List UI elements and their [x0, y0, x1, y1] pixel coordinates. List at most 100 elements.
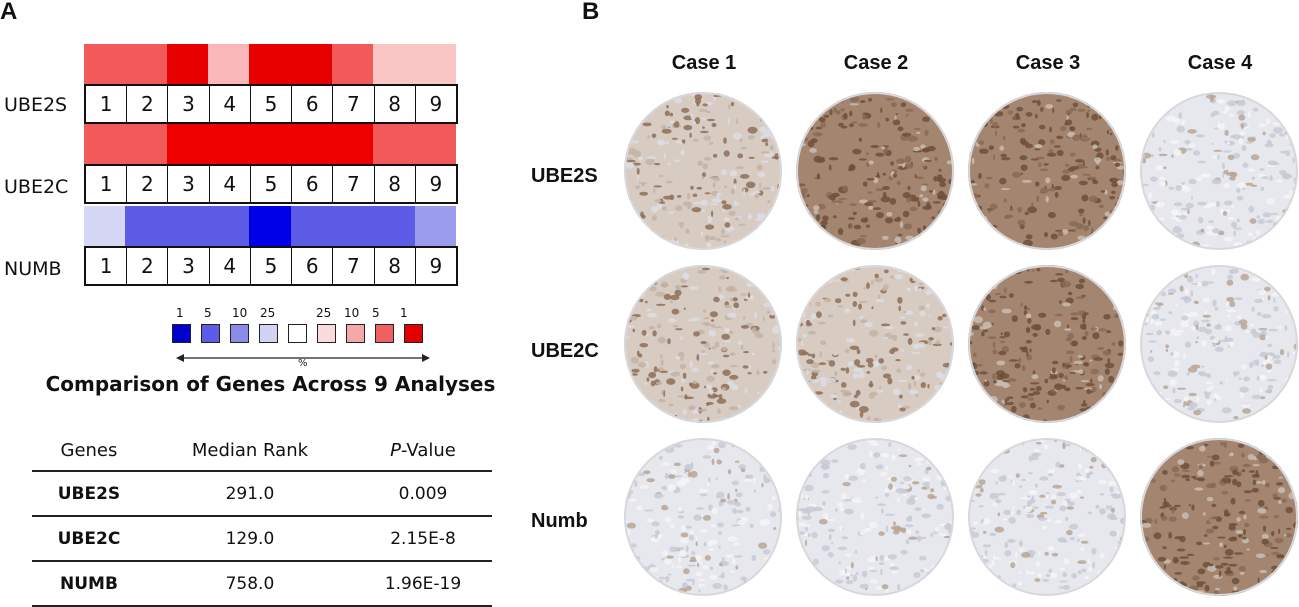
analysis-number-cell: 6 — [292, 166, 334, 202]
row-label-ube2s: UBE2S — [531, 165, 598, 187]
heatmap-cell-ube2s-7 — [331, 44, 374, 84]
header-genes: Genes — [32, 430, 146, 472]
heatmap-row-ube2c — [84, 124, 456, 164]
table-header-row: Genes Median Rank P-Value — [32, 430, 492, 472]
analysis-number-cell: 9 — [429, 254, 443, 278]
analysis-number-cell: 8 — [375, 248, 416, 284]
cell-median-rank: 129.0 — [145, 516, 354, 562]
case-label-2: Case 2 — [843, 52, 909, 74]
heatmap-cell-numb-9 — [414, 206, 456, 246]
heatmap-cell-ube2c-9 — [414, 124, 456, 164]
analysis-number-cell: 6 — [292, 248, 334, 284]
case-label-1: Case 1 — [671, 52, 737, 74]
heatmap-cell-numb-1 — [84, 206, 126, 246]
heatmap-cell-ube2s-2 — [125, 44, 167, 84]
analysis-number-cell: 7 — [333, 86, 375, 122]
tissue-core-ube2s-case-4 — [1140, 92, 1298, 250]
tissue-core-numb-case-3 — [968, 438, 1126, 596]
row-label-ube2c: UBE2C — [531, 340, 599, 362]
cell-p-value: 2.15E-8 — [354, 516, 492, 562]
legend-label: 1 — [400, 306, 408, 320]
gene-stats-table: Genes Median Rank P-Value UBE2S 291.0 0.… — [32, 430, 492, 607]
analysis-number-cell: 3 — [168, 248, 210, 284]
cell-p-value: 1.96E-19 — [354, 561, 492, 607]
tissue-core-ube2s-case-3 — [968, 92, 1126, 250]
analysis-number-cell: 7 — [333, 166, 375, 202]
legend-label: 1 — [176, 306, 184, 320]
gene-label-numb: NUMB — [4, 258, 62, 280]
tissue-core-ube2c-case-4 — [1140, 265, 1298, 423]
heatmap-cell-numb-8 — [373, 206, 415, 246]
heatmap-row-numb — [84, 206, 456, 246]
analysis-number-cell: 7 — [333, 248, 375, 284]
analysis-number-cell: 2 — [127, 86, 169, 122]
heatmap-cell-ube2c-7 — [331, 124, 374, 164]
heatmap-cell-numb-5 — [249, 206, 291, 246]
header-p-value: P-Value — [354, 430, 492, 472]
tissue-core-ube2c-case-3 — [968, 265, 1126, 423]
table-row: UBE2S 291.0 0.009 — [32, 471, 492, 517]
header-p-suffix: -Value — [400, 439, 456, 461]
analysis-number-cell: 4 — [210, 86, 251, 122]
analysis-number-cell: 5 — [251, 166, 293, 202]
analysis-number-cell: 5 — [251, 86, 293, 122]
legend-swatch — [230, 324, 249, 343]
legend-swatch — [288, 324, 307, 343]
legend-percent: % — [298, 358, 308, 368]
analysis-number-cell: 9 — [429, 172, 443, 196]
analysis-number-cell: 3 — [168, 166, 210, 202]
heatmap-cell-ube2s-3 — [166, 44, 208, 84]
analysis-number-cell: 1 — [86, 248, 128, 284]
tissue-core-ube2c-case-1 — [624, 265, 782, 423]
gene-label-ube2s: UBE2S — [4, 94, 68, 116]
heatmap-cell-ube2s-9 — [414, 44, 456, 84]
heatmap-cell-ube2c-2 — [125, 124, 167, 164]
panel-b-label: B — [582, 0, 600, 25]
table-row: UBE2C 129.0 2.15E-8 — [32, 516, 492, 562]
analysis-number-cell: 1 — [86, 86, 128, 122]
heatmap-cell-ube2c-8 — [373, 124, 415, 164]
legend-color-scale — [172, 324, 433, 343]
heatmap-cell-numb-4 — [207, 206, 250, 246]
legend-labels: 1 5 10 25 25 10 5 1 — [168, 306, 438, 322]
cell-median-rank: 291.0 — [145, 471, 354, 517]
analysis-number-cell: 8 — [375, 166, 416, 202]
legend-swatch — [259, 324, 278, 343]
analysis-number-cell: 5 — [251, 248, 293, 284]
tissue-core-numb-case-2 — [796, 438, 954, 596]
table-row: NUMB 758.0 1.96E-19 — [32, 561, 492, 607]
legend-swatch — [172, 324, 191, 343]
legend-swatch — [346, 324, 365, 343]
heatmap-cell-ube2s-4 — [207, 44, 250, 84]
legend-label: 5 — [372, 306, 380, 320]
case-label-3: Case 3 — [1015, 52, 1081, 74]
heatmap-cell-ube2c-4 — [207, 124, 250, 164]
analysis-number-cell: 6 — [292, 86, 334, 122]
cell-gene: UBE2S — [32, 471, 146, 517]
legend-swatch — [317, 324, 336, 343]
legend-label: 25 — [316, 306, 332, 320]
legend-label: 10 — [232, 306, 248, 320]
case-label-4: Case 4 — [1187, 52, 1253, 74]
cell-gene: UBE2C — [32, 516, 146, 562]
cell-gene: NUMB — [32, 561, 146, 607]
cell-median-rank: 758.0 — [145, 561, 354, 607]
analysis-number-cell: 8 — [375, 86, 416, 122]
tissue-core-ube2c-case-2 — [796, 265, 954, 423]
tissue-core-numb-case-4 — [1140, 438, 1298, 596]
heatmap-cell-ube2c-3 — [166, 124, 208, 164]
header-median-rank: Median Rank — [145, 430, 354, 472]
legend-swatch — [201, 324, 220, 343]
heatmap-cell-ube2c-6 — [290, 124, 332, 164]
row-label-numb: Numb — [531, 510, 588, 532]
analysis-number-cell: 4 — [210, 166, 251, 202]
analysis-number-cell: 4 — [210, 248, 251, 284]
heatmap-cell-ube2c-1 — [84, 124, 126, 164]
heatmap-cell-numb-6 — [290, 206, 332, 246]
cell-p-value: 0.009 — [354, 471, 492, 517]
legend-swatch — [375, 324, 394, 343]
comparison-title: Comparison of Genes Across 9 Analyses — [45, 372, 496, 396]
